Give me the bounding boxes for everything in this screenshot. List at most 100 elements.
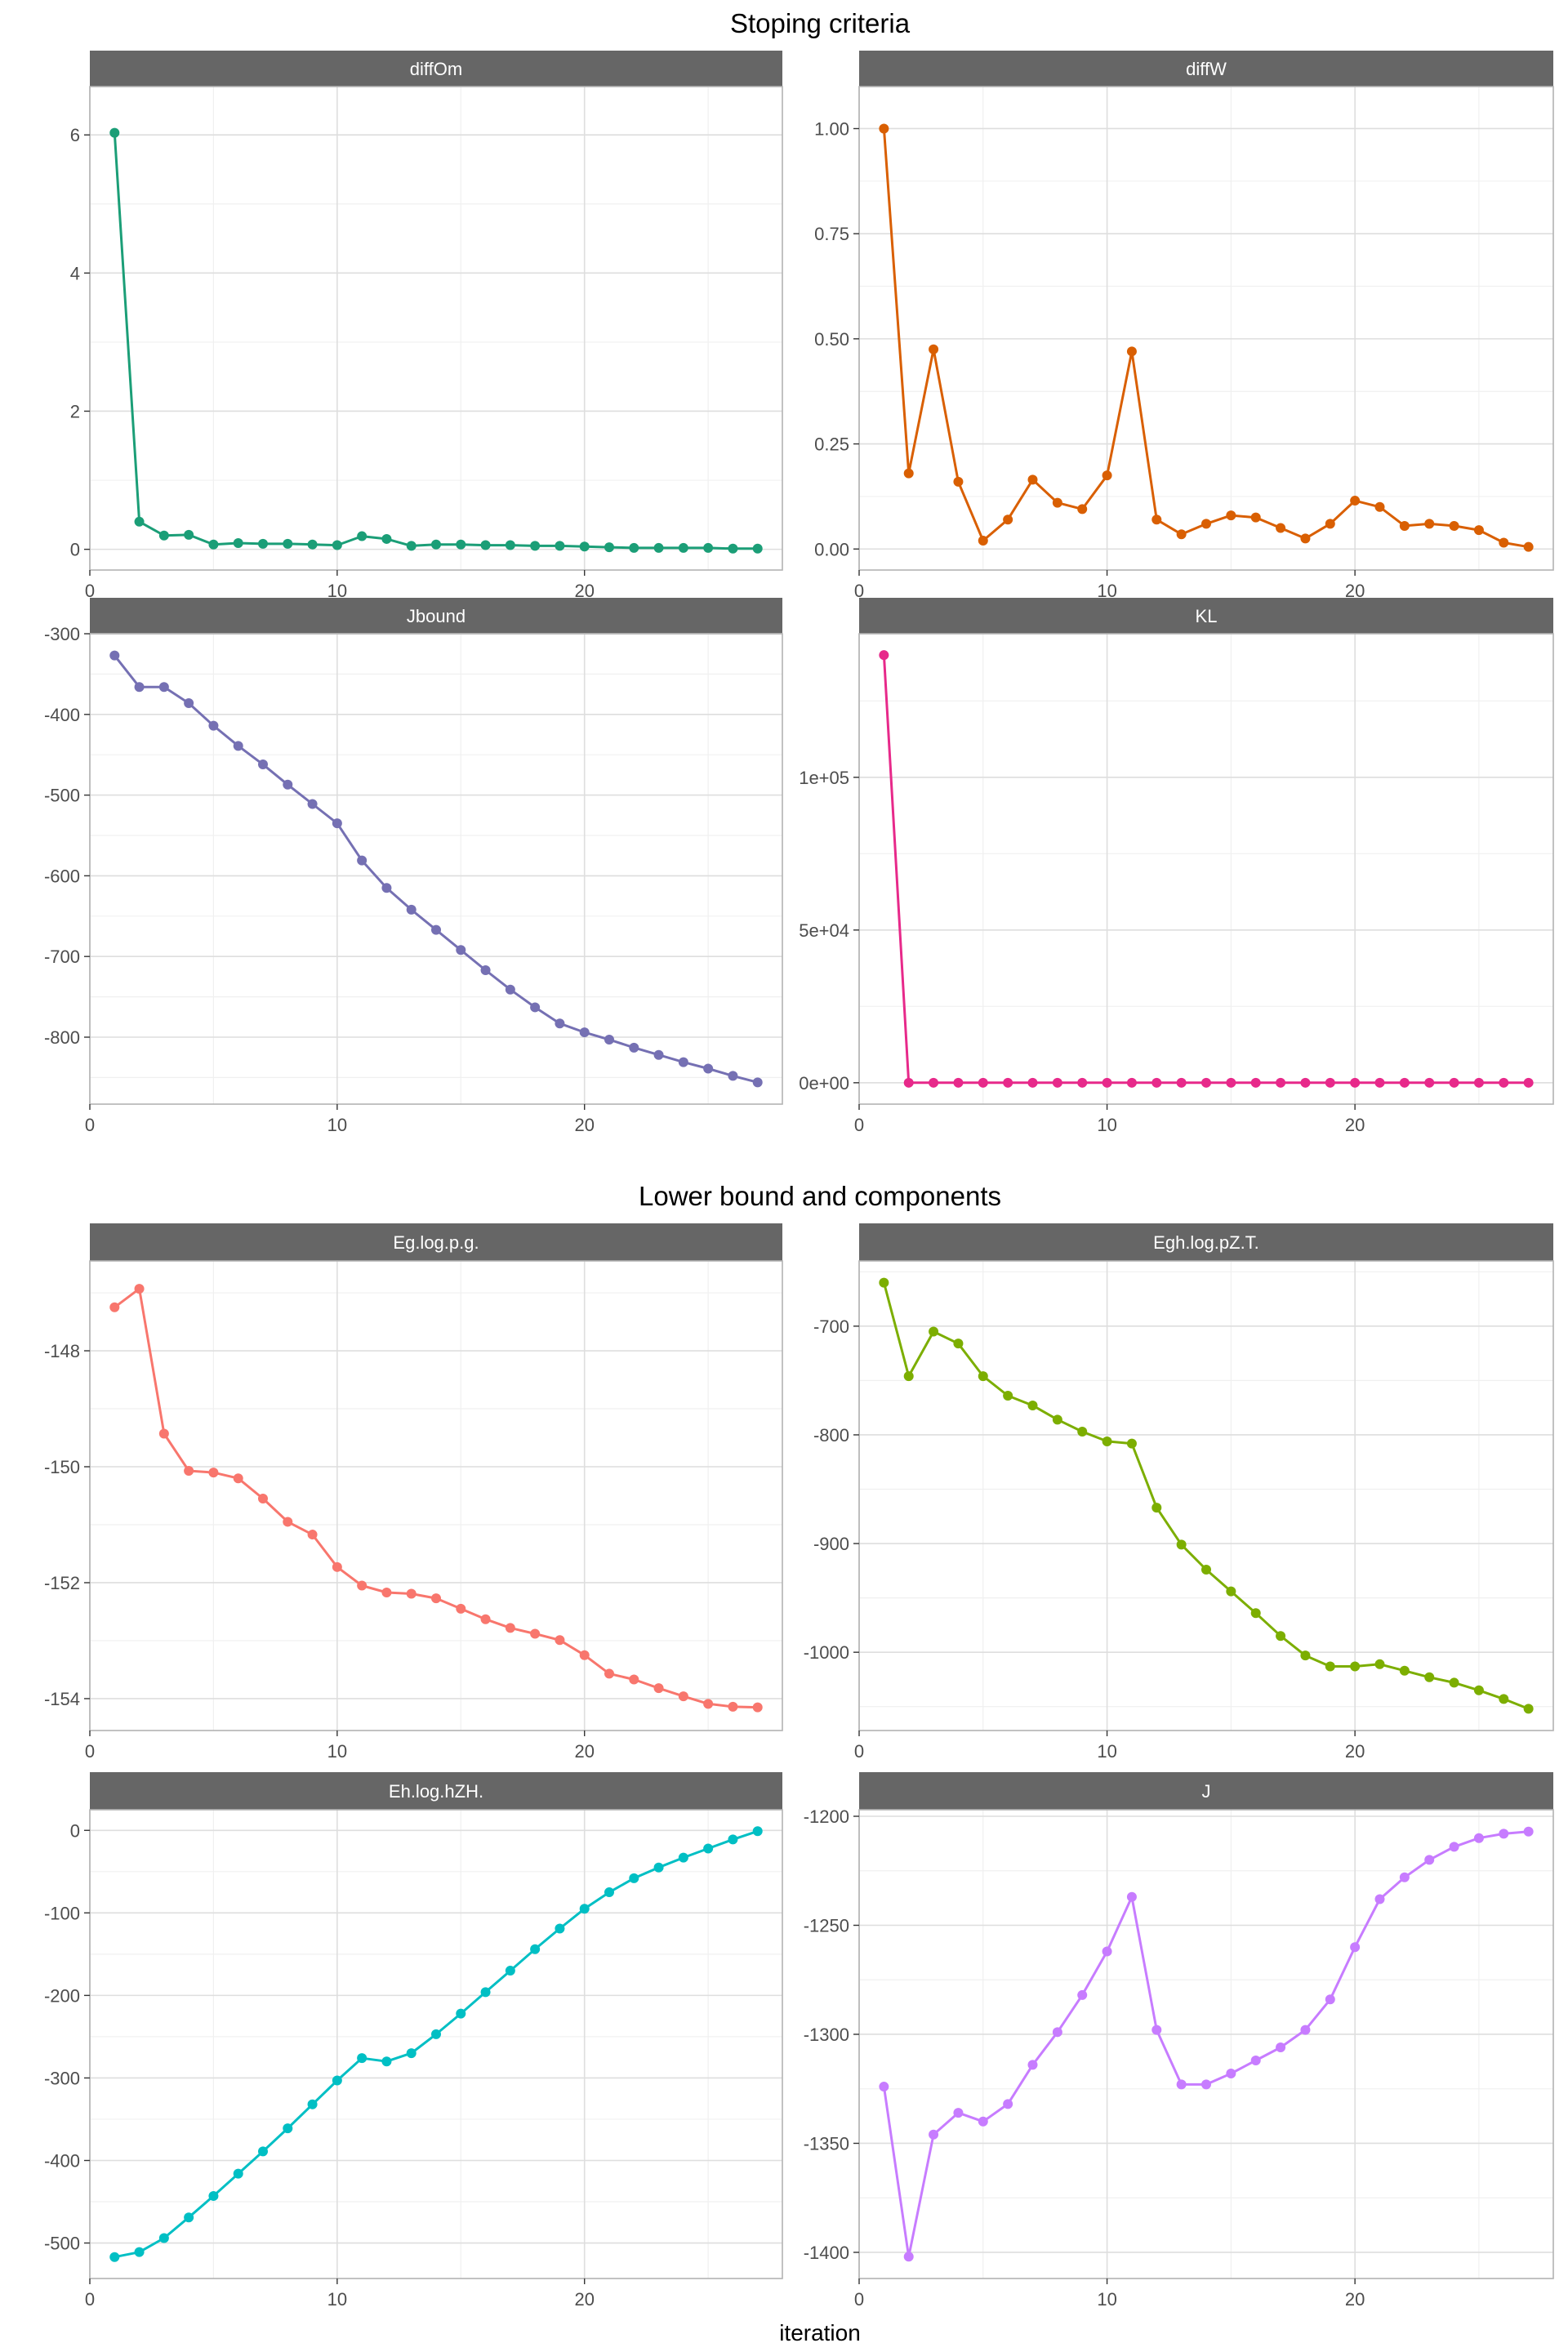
- data-point: [431, 1593, 441, 1604]
- data-point: [109, 127, 120, 138]
- data-point: [1374, 1077, 1385, 1088]
- data-point: [530, 1944, 541, 1954]
- data-point: [1424, 519, 1435, 529]
- data-point: [1399, 1665, 1410, 1676]
- data-point: [1250, 2056, 1261, 2066]
- y-tick-label: -500: [44, 2234, 80, 2254]
- data-point: [1276, 2042, 1286, 2053]
- y-tick-label: -400: [44, 2150, 80, 2171]
- data-point: [1250, 1077, 1261, 1088]
- data-point: [1424, 1077, 1435, 1088]
- x-tick-label: 10: [327, 1741, 347, 1762]
- data-point: [1052, 1414, 1062, 1425]
- data-point: [530, 1628, 541, 1639]
- data-point: [258, 538, 268, 549]
- y-tick-label: -152: [44, 1573, 80, 1593]
- strip-jbound: [90, 598, 782, 634]
- data-point: [208, 1468, 219, 1478]
- data-point: [158, 530, 169, 541]
- data-point: [456, 2008, 466, 2019]
- panel-kl: KL 0e+00 5e+04 1e+05 0 10 20: [799, 598, 1554, 1135]
- data-point: [1003, 1077, 1013, 1088]
- x-tick-label: 0: [85, 1115, 95, 1135]
- data-point: [1003, 514, 1013, 525]
- data-point: [1152, 514, 1162, 525]
- data-point: [678, 1852, 688, 1863]
- plot-area-eh-log-hzh: [90, 1810, 782, 2278]
- data-point: [109, 1302, 120, 1312]
- data-point: [703, 1843, 714, 1854]
- data-point: [978, 1077, 988, 1088]
- data-point: [1052, 1077, 1062, 1088]
- data-point: [1350, 1942, 1361, 1953]
- x-tick-label: 10: [1097, 2289, 1116, 2310]
- data-point: [1152, 1077, 1162, 1088]
- x-tick-label: 0: [85, 581, 95, 601]
- data-point: [1449, 520, 1459, 531]
- panel-border-jbound: [89, 633, 783, 1105]
- data-point: [728, 1701, 738, 1712]
- data-point: [1226, 510, 1236, 521]
- x-tick-label: 20: [574, 2289, 594, 2310]
- data-point: [1499, 1077, 1509, 1088]
- panel-j: J -1400 -1350 -1300 -1250 -1200 0 10 20: [804, 1772, 1554, 2310]
- data-point: [1152, 1503, 1162, 1513]
- x-tick-label: 10: [327, 1115, 347, 1135]
- panel-eh-log-hzh: Eh.log.hZH. -500 -400 -300 -200 -100 0 0 10 20: [44, 1772, 783, 2310]
- x-tick-label: 10: [1097, 1115, 1116, 1135]
- data-point: [1077, 1077, 1088, 1088]
- y-tick-label: -200: [44, 1985, 80, 2006]
- y-tick-label: -800: [813, 1425, 849, 1446]
- y-tick-label: -600: [44, 866, 80, 886]
- x-tick-label: 20: [574, 1115, 594, 1135]
- data-point: [1102, 470, 1112, 481]
- y-tick-label: -1250: [804, 1915, 849, 1936]
- data-point: [1399, 1077, 1410, 1088]
- data-point: [1523, 1826, 1534, 1837]
- data-point: [505, 540, 515, 550]
- panel-eg-log-p-g: Eg.log.p.g. -154 -152 -150 -148 0 10 20: [44, 1223, 783, 1762]
- data-point: [1201, 2079, 1211, 2090]
- data-point: [480, 1987, 491, 1998]
- data-point: [1374, 501, 1385, 512]
- y-tick-label: 0.25: [814, 434, 849, 455]
- x-tick-label: 10: [1097, 581, 1116, 601]
- data-point: [1201, 1077, 1211, 1088]
- data-point: [1126, 1077, 1137, 1088]
- data-point: [1027, 1077, 1038, 1088]
- y-tick-label: 0e+00: [799, 1073, 849, 1094]
- data-point: [752, 1077, 763, 1088]
- data-point: [1499, 537, 1509, 548]
- data-point: [381, 1588, 392, 1598]
- data-point: [903, 2252, 914, 2262]
- x-tick-label: 20: [1345, 581, 1365, 601]
- data-point: [233, 2168, 243, 2179]
- data-point: [1473, 525, 1484, 536]
- strip-label-egh-log-pz-t: Egh.log.pZ.T.: [1153, 1232, 1259, 1253]
- data-point: [1399, 520, 1410, 531]
- data-point: [1523, 1704, 1534, 1714]
- data-point: [1449, 1842, 1459, 1852]
- data-point: [208, 720, 219, 731]
- data-point: [604, 1887, 614, 1898]
- data-point: [1003, 1391, 1013, 1401]
- data-point: [579, 1650, 590, 1660]
- y-tick-label: -1000: [804, 1642, 849, 1663]
- data-point: [1250, 1608, 1261, 1619]
- data-point: [332, 818, 342, 829]
- data-point: [456, 1603, 466, 1614]
- data-point: [530, 1002, 541, 1013]
- y-tick-label: -1300: [804, 2025, 849, 2045]
- data-point: [1102, 1946, 1112, 1957]
- data-point: [929, 1326, 939, 1337]
- y-tick-label: -1200: [804, 1806, 849, 1827]
- y-tick-label: 0: [70, 540, 80, 560]
- y-tick-label: -150: [44, 1457, 80, 1477]
- data-point: [678, 1057, 688, 1067]
- data-point: [431, 924, 441, 935]
- strip-eh-log-hzh: [90, 1772, 782, 1810]
- panels: diffOm 0 2 4 6 0 10 20 diffW 0.00 0.25 0.50 0.75 1.00…: [44, 51, 1554, 2310]
- data-point: [978, 1371, 988, 1382]
- data-point: [555, 1018, 565, 1029]
- x-tick-label: 0: [85, 1741, 95, 1762]
